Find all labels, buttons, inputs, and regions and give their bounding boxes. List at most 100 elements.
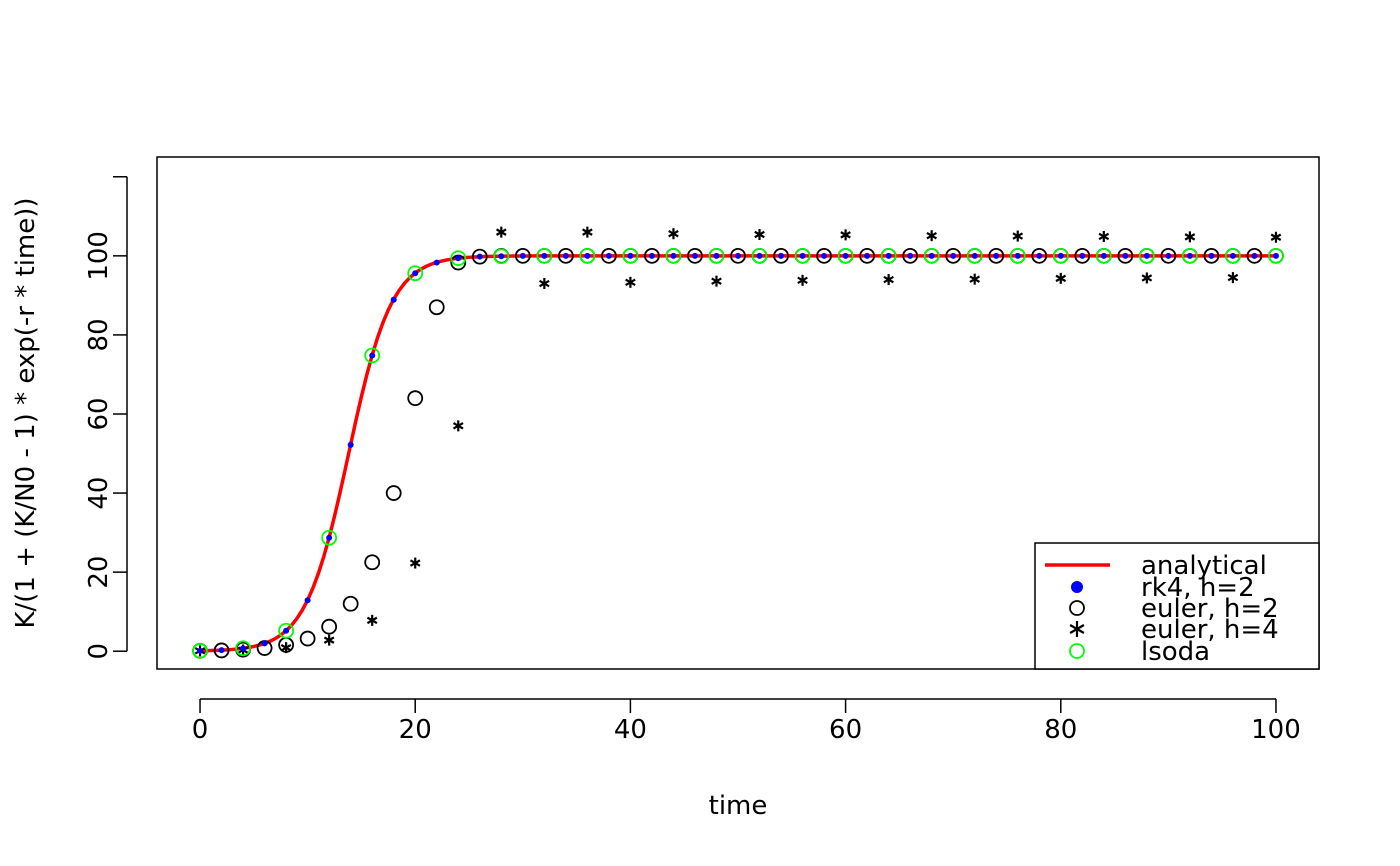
rk4-point bbox=[885, 252, 892, 259]
y-tick-label: 100 bbox=[84, 231, 114, 281]
lsoda-point bbox=[1225, 247, 1241, 264]
euler-h2-point bbox=[1117, 247, 1134, 264]
lsoda-point bbox=[1095, 247, 1112, 264]
rk4-point bbox=[562, 252, 569, 259]
euler-h2-point bbox=[600, 247, 617, 264]
rk4-point bbox=[842, 252, 849, 259]
euler-h2-point bbox=[299, 630, 316, 647]
euler-h2-point bbox=[687, 247, 703, 264]
euler-h4-point bbox=[323, 634, 335, 646]
legend-label: euler, h=2 bbox=[1141, 594, 1279, 624]
euler-h2-point bbox=[1031, 247, 1048, 264]
lsoda-point bbox=[923, 247, 940, 264]
legend-label: lsoda bbox=[1141, 637, 1210, 667]
euler-h2-point bbox=[213, 642, 230, 659]
rk4-point bbox=[1014, 252, 1021, 259]
y-axis-title: K/(1 + (K/N0 - 1) * exp(-r * time)) bbox=[11, 197, 41, 628]
rk4-point bbox=[1122, 252, 1129, 259]
euler-h2-point bbox=[385, 485, 402, 501]
euler-h2-point bbox=[945, 247, 962, 264]
rk4-point bbox=[1165, 252, 1172, 259]
x-tick-label: 80 bbox=[1044, 715, 1077, 745]
rk4-point bbox=[369, 352, 376, 359]
rk4-point bbox=[412, 270, 419, 277]
rk4-point bbox=[541, 252, 548, 259]
lsoda-point bbox=[708, 247, 725, 264]
plot-area bbox=[192, 226, 1284, 659]
rk4-point bbox=[670, 252, 677, 259]
y-tick-label: 0 bbox=[84, 643, 114, 660]
rk4-point bbox=[778, 252, 785, 259]
rk4-point bbox=[821, 252, 828, 259]
rk4-point bbox=[1079, 252, 1086, 259]
y-tick-label: 80 bbox=[84, 318, 114, 351]
lsoda-point bbox=[751, 247, 768, 264]
rk4-point bbox=[519, 252, 526, 259]
rk4-point bbox=[304, 597, 311, 604]
euler-h4-point bbox=[366, 614, 378, 626]
rk4-point bbox=[713, 252, 720, 259]
x-axis: 0 20 40 60 80 100 bbox=[192, 698, 1301, 745]
euler-h2-point bbox=[988, 247, 1005, 264]
rk4-point bbox=[390, 296, 397, 303]
lsoda-point bbox=[579, 247, 596, 264]
lsoda-point bbox=[321, 529, 338, 546]
plot-frame bbox=[156, 156, 1320, 670]
rk4-point bbox=[605, 252, 612, 259]
y-tick-label: 20 bbox=[84, 556, 114, 589]
euler-h4-point bbox=[452, 420, 464, 432]
lsoda-point bbox=[364, 347, 381, 364]
x-tick-label: 100 bbox=[1251, 715, 1301, 745]
euler-h4-point bbox=[840, 229, 851, 241]
rk4-point bbox=[1229, 252, 1236, 259]
euler-h2-point bbox=[342, 595, 359, 612]
euler-h4-point bbox=[926, 230, 937, 242]
rk4-point bbox=[197, 647, 204, 654]
euler-h4-point bbox=[582, 226, 593, 238]
euler-h2-point bbox=[1246, 247, 1263, 264]
rk4-point bbox=[907, 252, 914, 259]
rk4-point bbox=[240, 645, 247, 652]
rk4-point bbox=[347, 441, 354, 448]
euler-h4-point bbox=[711, 275, 722, 287]
legend-symbol-lsoda bbox=[1069, 643, 1085, 659]
euler-h2-point bbox=[407, 390, 424, 407]
euler-h2-point bbox=[514, 247, 531, 264]
euler-h2-point bbox=[644, 247, 660, 264]
euler-h2-point bbox=[816, 247, 832, 264]
x-tick-label: 0 bbox=[192, 715, 209, 745]
legend-symbol-euler4 bbox=[1069, 621, 1085, 637]
lsoda-point bbox=[493, 248, 510, 265]
euler-h4-point bbox=[280, 642, 292, 654]
rk4-point bbox=[1036, 252, 1043, 259]
x-axis-title: time bbox=[709, 791, 768, 821]
rk4-point bbox=[648, 252, 655, 259]
lsoda-point bbox=[794, 247, 811, 264]
lsoda-point bbox=[622, 247, 639, 264]
euler-h2-point bbox=[321, 618, 338, 635]
rk4-point bbox=[864, 252, 871, 259]
legend-label: rk4, h=2 bbox=[1141, 573, 1255, 603]
rk4-point bbox=[1208, 252, 1215, 259]
euler-h4-point bbox=[1227, 272, 1239, 284]
rk4-point bbox=[627, 252, 634, 259]
euler-h2-point bbox=[1074, 247, 1091, 264]
rk4-point bbox=[993, 252, 1000, 259]
rk4-point bbox=[476, 253, 483, 260]
euler-h2-point bbox=[557, 247, 574, 264]
rk4-point bbox=[455, 255, 462, 262]
euler-h4-point bbox=[625, 276, 636, 288]
rk4-point bbox=[584, 252, 591, 259]
euler-h4-point bbox=[754, 228, 765, 240]
lsoda-point bbox=[966, 247, 983, 264]
rk4-point bbox=[691, 252, 698, 259]
lsoda-point bbox=[665, 247, 682, 264]
rk4-point bbox=[928, 252, 935, 259]
euler-h2-point bbox=[730, 247, 746, 264]
x-tick-label: 20 bbox=[399, 715, 432, 745]
euler-h2-point bbox=[1203, 247, 1220, 264]
euler-h4-point bbox=[1098, 230, 1110, 242]
euler-h4-point bbox=[1141, 272, 1153, 284]
euler-h4-point bbox=[1270, 231, 1282, 243]
